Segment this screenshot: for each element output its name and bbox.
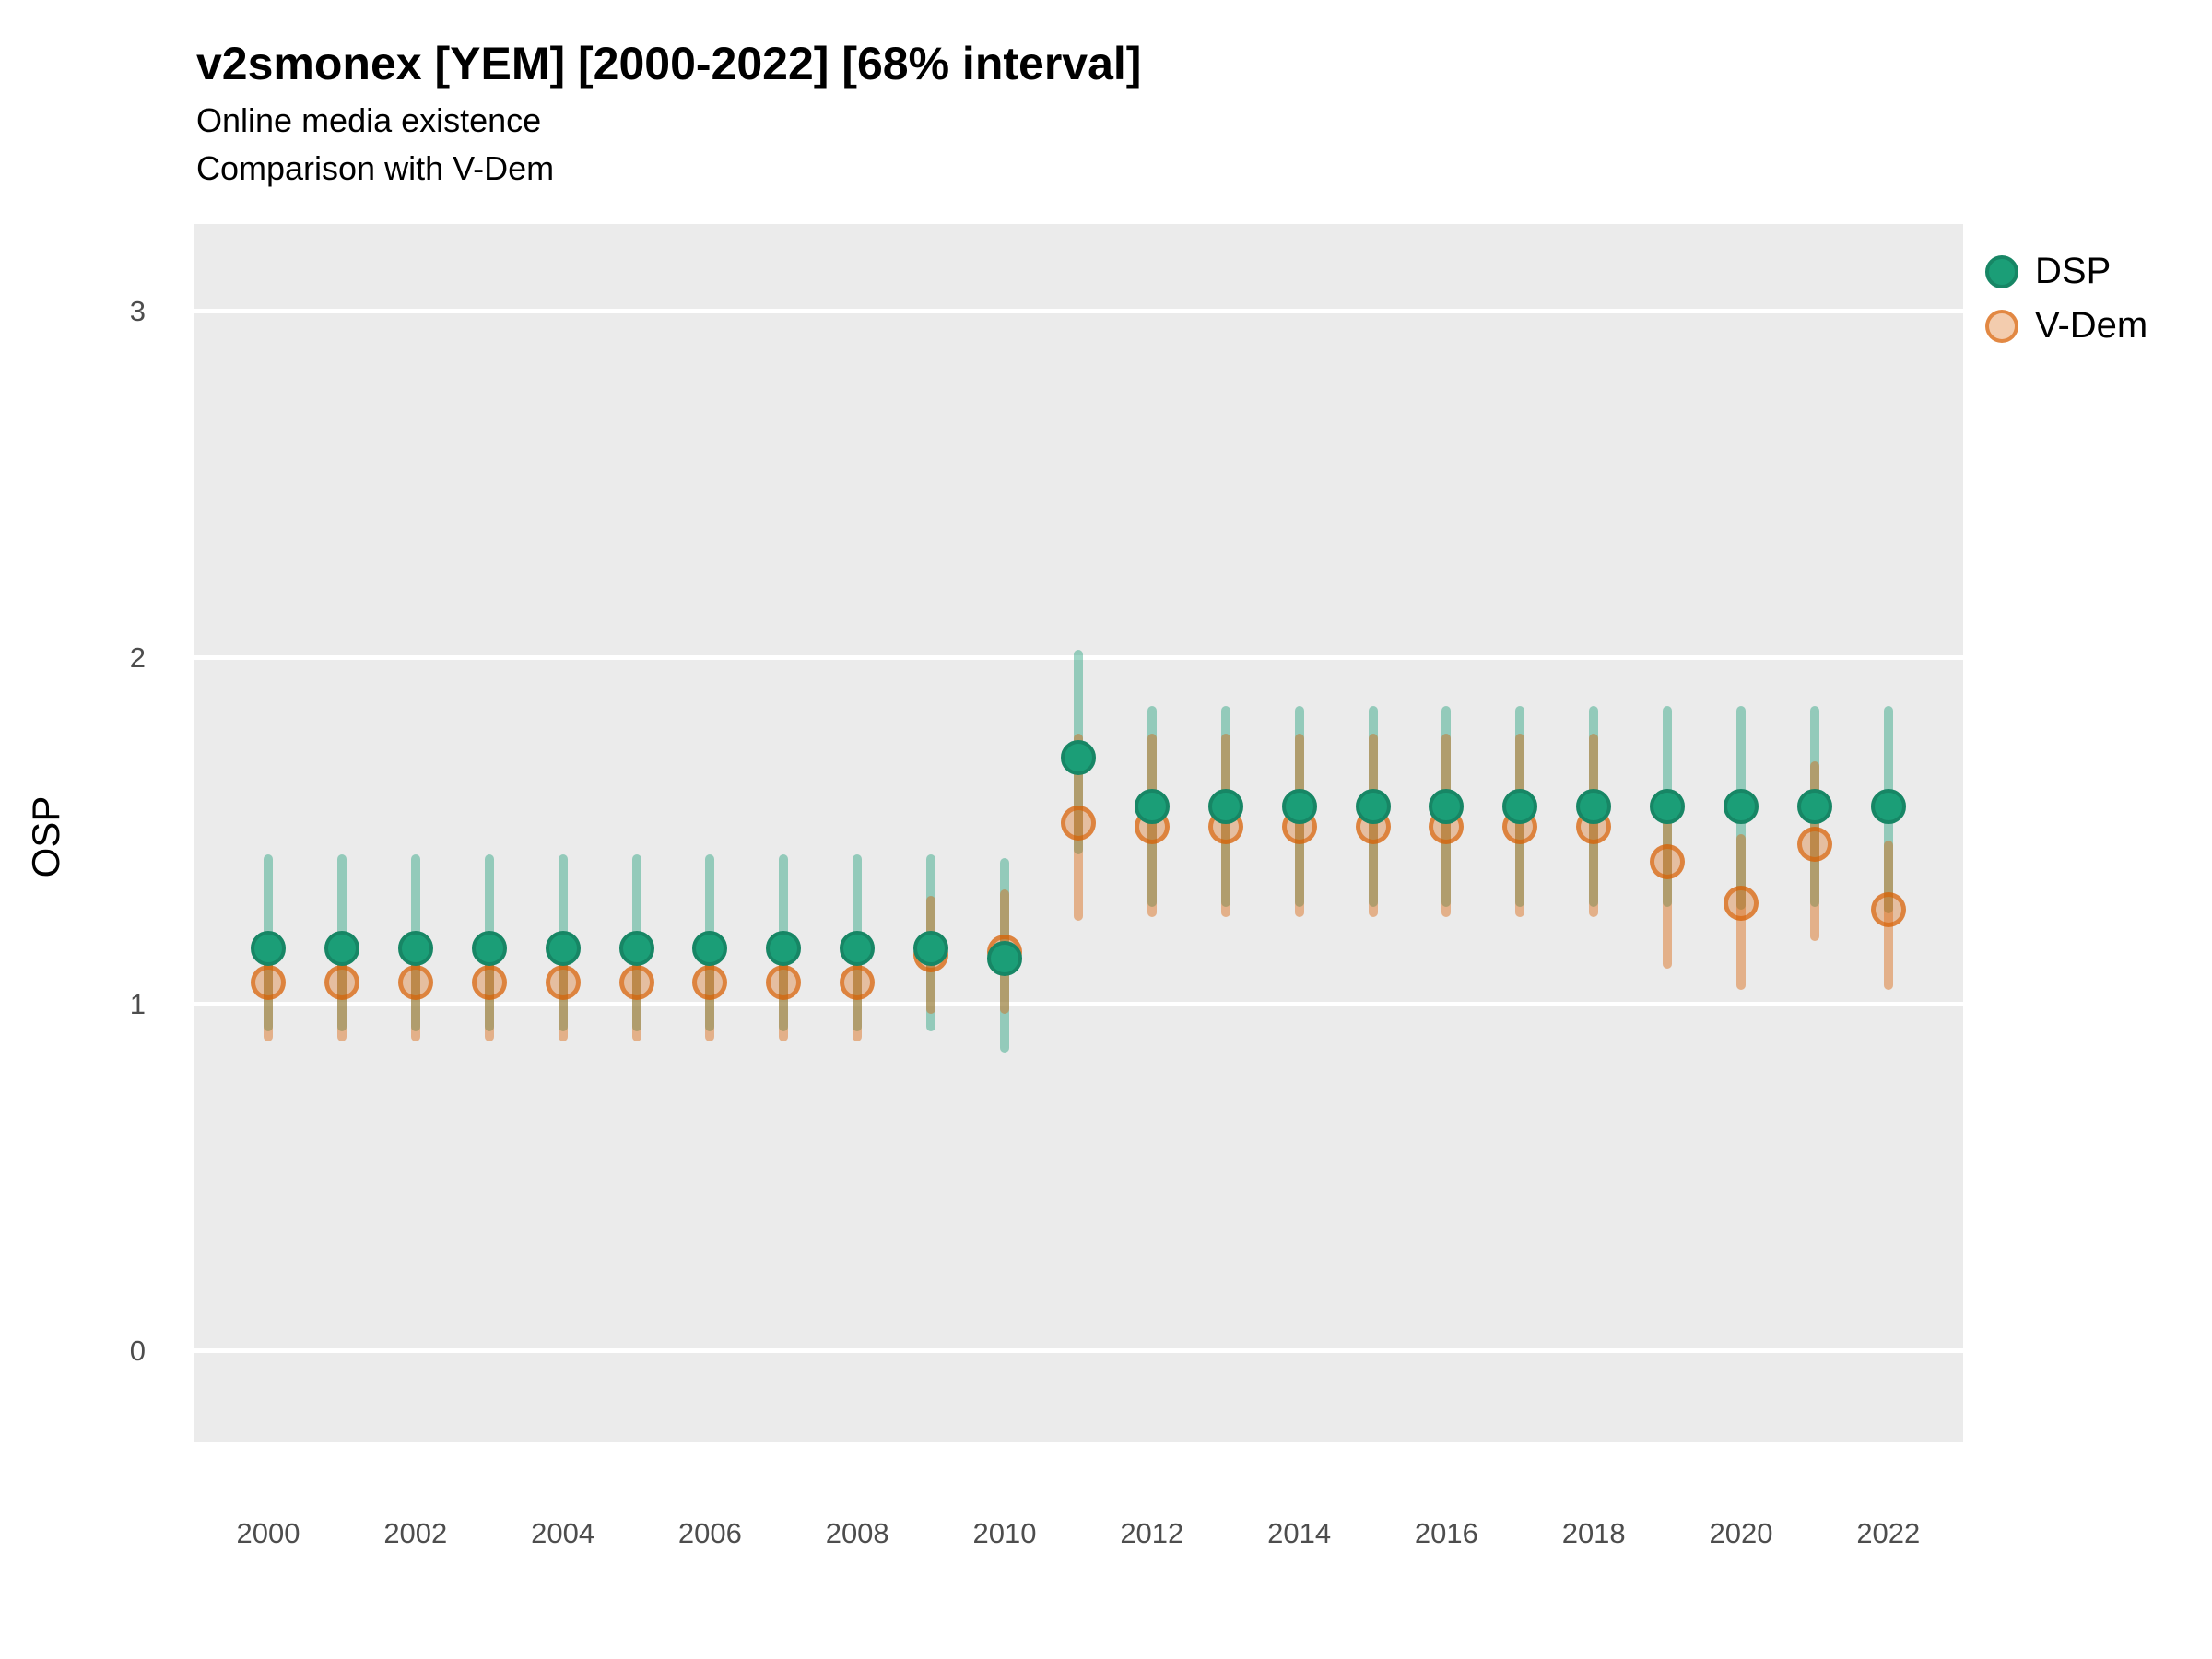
gridline-y-3: [194, 309, 1963, 313]
x-tick-label-2008: 2008: [825, 1517, 889, 1549]
dsp-point: [545, 930, 581, 966]
gridline-y-1: [194, 1002, 1963, 1006]
dsp-point: [1134, 788, 1170, 824]
vdem-point: [692, 965, 728, 1001]
chart-subtitle-comparison: Comparison with V-Dem: [196, 149, 555, 187]
x-tick-label-2004: 2004: [531, 1517, 595, 1549]
legend: DSP V-Dem: [1985, 251, 2147, 347]
dsp-point: [1207, 788, 1243, 824]
dsp-point: [1576, 788, 1612, 824]
x-tick-label-2016: 2016: [1414, 1517, 1478, 1549]
dsp-point: [987, 941, 1022, 977]
y-tick-label-3: 3: [129, 295, 146, 327]
dsp-point: [397, 930, 433, 966]
vdem-point: [840, 965, 876, 1001]
vdem-point: [618, 965, 654, 1001]
dsp-point: [471, 930, 507, 966]
dsp-point: [1355, 788, 1391, 824]
vdem-point: [397, 965, 433, 1001]
vdem-point: [1060, 806, 1096, 841]
x-tick-label-2012: 2012: [1120, 1517, 1184, 1549]
plot-panel: [194, 224, 1963, 1442]
y-tick-label-2: 2: [129, 641, 146, 674]
dsp-point: [766, 930, 802, 966]
dsp-legend-dot-icon: [1985, 254, 2018, 288]
x-tick-label-2010: 2010: [972, 1517, 1037, 1549]
dsp-point: [840, 930, 876, 966]
legend-label: V-Dem: [2035, 305, 2148, 346]
dsp-point: [913, 930, 949, 966]
vdem-point: [251, 965, 286, 1001]
dsp-point: [1650, 788, 1686, 824]
vdem-point: [766, 965, 802, 1001]
dsp-point: [1060, 740, 1096, 776]
dsp-point: [1281, 788, 1317, 824]
chart-subtitle: Online media existence: [196, 101, 542, 139]
dsp-point: [618, 930, 654, 966]
x-tick-label-2020: 2020: [1709, 1517, 1773, 1549]
gridline-y-0: [194, 1348, 1963, 1353]
y-tick-label-0: 0: [129, 1335, 146, 1367]
vdem-point: [545, 965, 581, 1001]
x-tick-label-2014: 2014: [1267, 1517, 1332, 1549]
x-tick-label-2006: 2006: [677, 1517, 742, 1549]
x-tick-label-2002: 2002: [383, 1517, 448, 1549]
dsp-point: [251, 930, 286, 966]
vdem-point: [1724, 885, 1759, 921]
x-tick-label-2018: 2018: [1561, 1517, 1626, 1549]
vdem-point: [1870, 892, 1906, 928]
dsp-point: [1724, 788, 1759, 824]
vdem-point: [1650, 843, 1686, 879]
vdem-interval-bar: [1663, 813, 1673, 970]
vdem-legend-dot-icon: [1985, 309, 2018, 343]
dsp-point: [1502, 788, 1538, 824]
dsp-point: [692, 930, 728, 966]
dsp-point: [324, 930, 359, 966]
legend-label: DSP: [2035, 251, 2112, 291]
legend-item-dsp: DSP: [1985, 251, 2147, 292]
vdem-point: [1796, 827, 1832, 863]
x-tick-label-2022: 2022: [1856, 1517, 1921, 1549]
gridline-y-2: [194, 655, 1963, 660]
vdem-point: [471, 965, 507, 1001]
chart-title: v2smonex [YEM] [2000-2022] [68% interval…: [196, 38, 1142, 89]
legend-item-v-dem: V-Dem: [1985, 305, 2147, 347]
dsp-point: [1429, 788, 1465, 824]
y-tick-label-1: 1: [129, 988, 146, 1020]
x-tick-label-2000: 2000: [236, 1517, 300, 1549]
y-axis-title: OSP: [24, 795, 67, 878]
dsp-point: [1870, 788, 1906, 824]
vdem-point: [324, 965, 359, 1001]
dsp-point: [1796, 788, 1832, 824]
